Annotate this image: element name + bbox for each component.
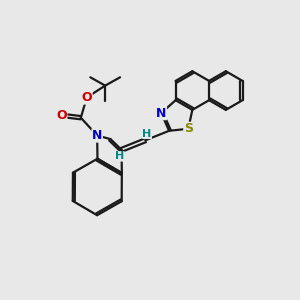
Text: O: O xyxy=(56,109,67,122)
Text: N: N xyxy=(92,129,102,142)
Text: S: S xyxy=(184,122,193,135)
Text: H: H xyxy=(115,152,124,161)
Text: O: O xyxy=(82,91,92,104)
Text: H: H xyxy=(142,129,152,139)
Text: N: N xyxy=(156,106,166,120)
